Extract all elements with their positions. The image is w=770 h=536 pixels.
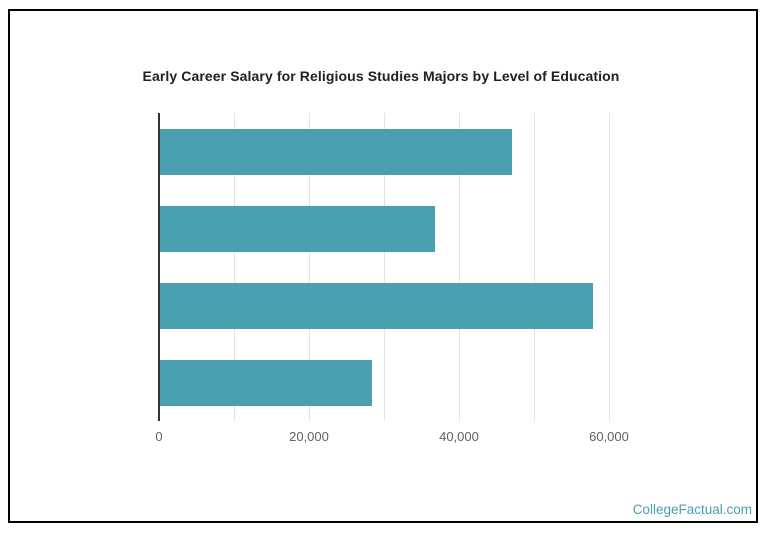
x-tick-label: 20,000 bbox=[289, 429, 329, 444]
x-tick-label: 0 bbox=[155, 429, 163, 444]
gridline bbox=[608, 113, 610, 421]
bar bbox=[160, 359, 373, 406]
x-tick-label: 60,000 bbox=[589, 429, 629, 444]
gridline bbox=[533, 113, 535, 421]
x-tick-label: 40,000 bbox=[439, 429, 479, 444]
bar bbox=[160, 282, 593, 329]
collegefactual-watermark-link[interactable]: CollegeFactual.com bbox=[632, 502, 752, 517]
chart-title: Early Career Salary for Religious Studie… bbox=[142, 68, 620, 84]
gridline bbox=[383, 113, 385, 421]
gridline bbox=[458, 113, 460, 421]
y-axis-line bbox=[158, 113, 160, 421]
bar bbox=[160, 205, 436, 252]
gridline bbox=[233, 113, 235, 421]
gridline bbox=[308, 113, 310, 421]
plot-area: 0 20,000 40,000 60,000 bbox=[155, 113, 684, 444]
bar bbox=[160, 128, 512, 175]
